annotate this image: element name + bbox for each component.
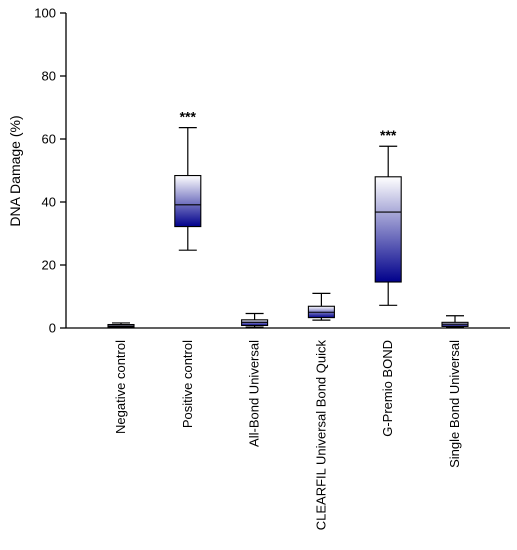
y-tick-label: 60 (42, 132, 56, 147)
category-label: G-Premio BOND (380, 340, 395, 437)
box-group (241, 312, 269, 328)
y-tick-label: 40 (42, 195, 56, 210)
y-tick-label: 80 (42, 69, 56, 84)
axes: 0 20 40 60 80 100 (34, 6, 510, 336)
box-group: *** (374, 127, 402, 306)
category-label: All-Bond Universal (247, 340, 262, 447)
y-tick-label: 0 (49, 321, 56, 336)
y-tick-label: 20 (42, 258, 56, 273)
box-group (107, 322, 135, 328)
y-axis-title: DNA Damage (%) (7, 115, 23, 226)
box-group (441, 315, 469, 328)
significance-label: *** (180, 109, 197, 125)
category-labels: Negative control Positive control All-Bond… (113, 340, 462, 531)
box-body (374, 176, 402, 283)
box-group: *** (174, 109, 202, 251)
significance-label: *** (380, 127, 397, 143)
category-label: CLEARFIL Universal Bond Quick (313, 340, 328, 531)
category-label: Positive control (180, 340, 195, 428)
box-series: *** *** (107, 109, 469, 328)
category-label: Negative control (113, 340, 128, 434)
category-label: Single Bond Universal (447, 340, 462, 468)
box-group (307, 292, 335, 321)
y-tick-label: 100 (34, 6, 56, 21)
box-body (174, 174, 202, 228)
